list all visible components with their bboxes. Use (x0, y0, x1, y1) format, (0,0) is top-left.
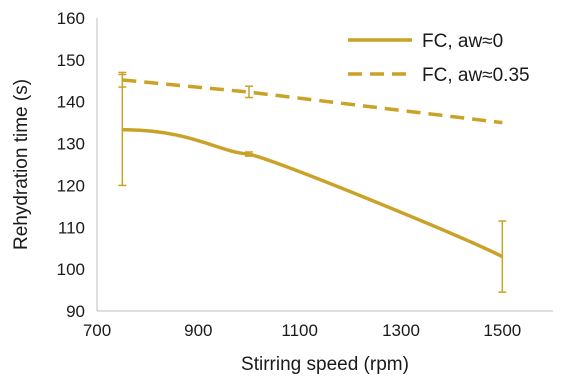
x-tick-label: 700 (83, 321, 111, 340)
x-tick-label: 1500 (483, 321, 521, 340)
series-line (122, 78, 503, 125)
legend-label: FC, aw≈0 (422, 31, 503, 52)
y-tick-label: 140 (57, 93, 85, 112)
y-tick-label: 160 (57, 9, 85, 28)
y-tick-label: 110 (58, 218, 85, 237)
chart-series (118, 71, 507, 293)
x-tick-label: 900 (184, 321, 212, 340)
x-tick-label: 1100 (281, 321, 318, 340)
legend-label: FC, aw≈0.35 (422, 65, 530, 86)
y-tick-label: 120 (57, 176, 85, 195)
chart-axes (96, 18, 553, 312)
tick-labels: 90 100 110 120 130 140 150 160 700 900 1100 1300 150… (57, 9, 522, 340)
y-tick-label: 90 (66, 302, 85, 321)
x-axis-title: Stirring speed (rpm) (241, 354, 409, 375)
y-tick-label: 150 (57, 51, 85, 70)
chart-legend: FC, aw≈0 FC, aw≈0.35 (348, 31, 530, 86)
y-tick-label: 100 (57, 260, 85, 279)
series-2 (118, 71, 503, 125)
series-1 (118, 73, 507, 293)
y-tick-label: 130 (57, 135, 85, 154)
series-line (122, 128, 504, 259)
y-axis-title: Rehydration time (s) (11, 79, 32, 250)
x-tick-label: 1300 (382, 321, 420, 340)
